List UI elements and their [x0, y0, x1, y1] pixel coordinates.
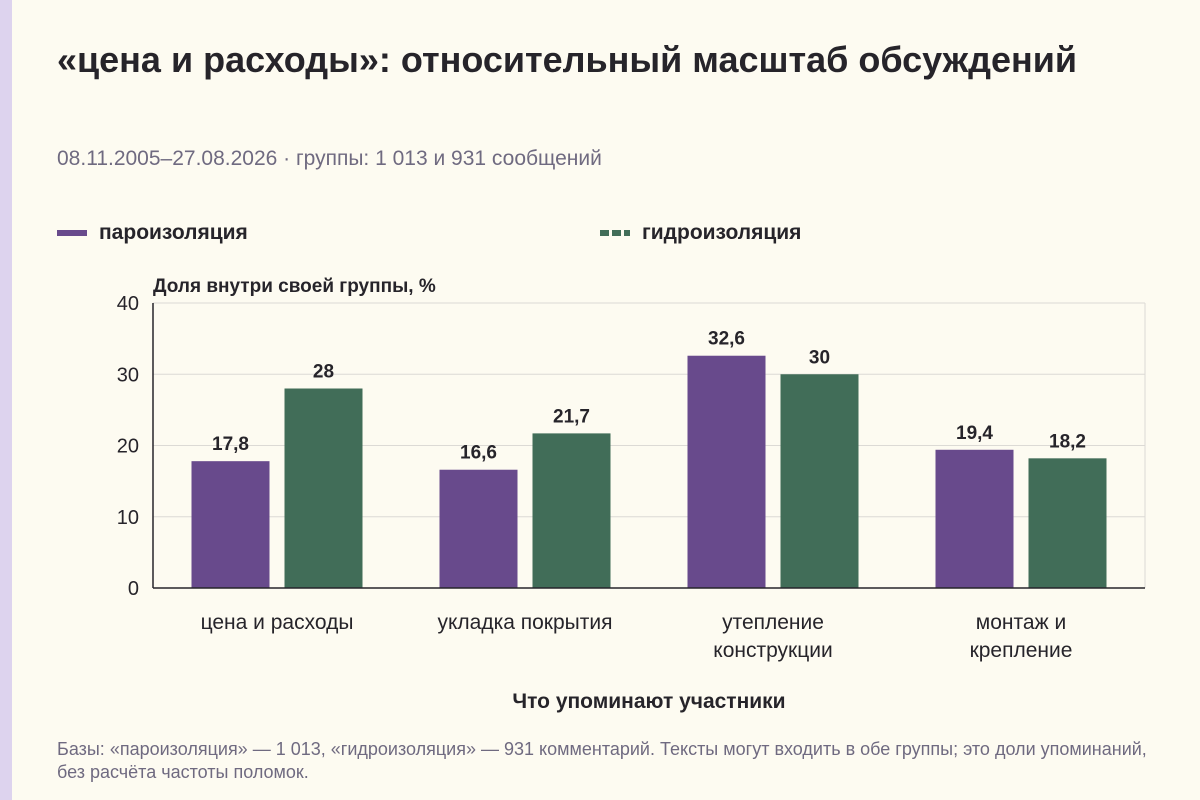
- x-tick-label: укладка покрытия: [437, 611, 612, 634]
- bar-series-1: [687, 355, 766, 588]
- bar-value-label: 30: [809, 347, 830, 368]
- bar-series-1: [191, 461, 270, 588]
- bar-series-2: [780, 374, 859, 588]
- bar-value-label: 32,6: [708, 329, 745, 350]
- footnote: Базы: «пароизоляция» — 1 013, «гидроизол…: [57, 739, 1147, 782]
- page-subtitle: 08.11.2005–27.08.2026 · группы: 1 013 и …: [57, 147, 602, 170]
- y-tick-label: 20: [117, 436, 139, 458]
- bars: [191, 355, 1107, 588]
- y-axis-title: Доля внутри своей группы, %: [153, 276, 436, 297]
- y-tick-labels: 0 10 20 30 40: [117, 293, 139, 600]
- x-axis-title: Что упоминают участники: [512, 690, 785, 713]
- legend-item-series-2: гидроизоляция: [600, 219, 801, 247]
- x-tick-label: монтаж и: [976, 611, 1066, 634]
- legend-label-series-1: пароизоляция: [99, 221, 248, 244]
- bar-value-label: 18,2: [1049, 431, 1086, 452]
- x-tick-label: цена и расходы: [201, 611, 354, 634]
- y-tick-label: 0: [128, 578, 139, 600]
- y-tick-label: 40: [117, 293, 139, 315]
- page-title: «цена и расходы»: относительный масштаб …: [57, 39, 1078, 80]
- legend-swatch-series-1: [57, 230, 87, 236]
- x-tick-label: крепление: [970, 639, 1073, 662]
- legend-item-series-1: пароизоляция: [57, 219, 248, 247]
- bar-series-2: [284, 388, 363, 588]
- bar-series-2: [532, 433, 611, 588]
- legend-label-series-2: гидроизоляция: [642, 221, 802, 244]
- bar-value-label: 28: [313, 362, 334, 383]
- bar-value-label: 21,7: [553, 406, 590, 427]
- bar-value-label: 19,4: [956, 423, 993, 444]
- accent-strip: [0, 0, 12, 800]
- x-tick-label: конструкции: [713, 639, 832, 662]
- x-tick-labels: цена и расходы укладка покрытия утепление к…: [201, 611, 1073, 662]
- bar-value-label: 16,6: [460, 443, 497, 464]
- bar-series-1: [439, 469, 518, 588]
- bar-series-2: [1028, 458, 1107, 588]
- bar-series-1: [935, 449, 1014, 588]
- x-tick-label: утепление: [722, 611, 824, 634]
- bar-value-label: 17,8: [212, 434, 249, 455]
- y-tick-label: 30: [117, 364, 139, 386]
- legend-swatch-series-2: [600, 230, 630, 236]
- y-tick-label: 10: [117, 507, 139, 529]
- bar-value-labels: 17,8 28 16,6 21,7 32,6 30 19,4 18,2: [212, 329, 1086, 464]
